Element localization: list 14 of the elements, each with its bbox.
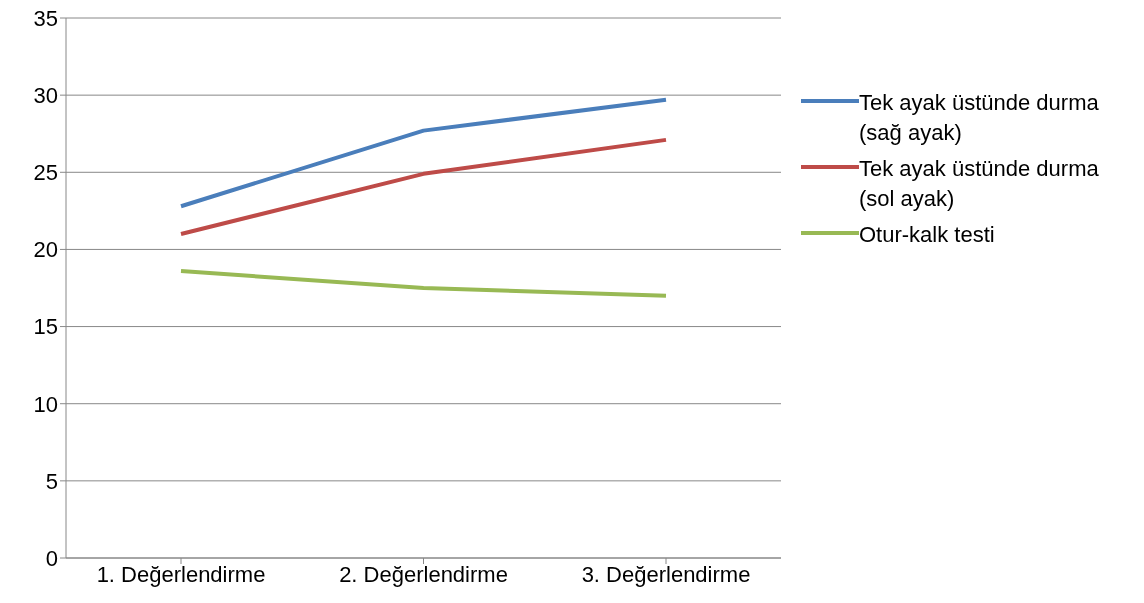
legend-label: Tek ayak üstünde durma (sağ ayak) [859, 89, 1100, 147]
y-tick-label: 20 [33, 237, 58, 263]
y-tick-label: 15 [33, 314, 58, 340]
legend-label: Otur-kalk testi [859, 221, 995, 249]
x-tick-label: 2. Değerlendirme [339, 561, 508, 587]
y-tick-label: 10 [33, 391, 58, 417]
y-tick-label: 30 [33, 82, 58, 108]
y-tick-label: 0 [45, 545, 58, 571]
y-tick-label: 25 [33, 160, 58, 186]
legend-label: Tek ayak üstünde durma (sol ayak) [859, 155, 1100, 213]
x-tick-label: 1. Değerlendirme [96, 561, 266, 587]
x-tick-label: 3. Değerlendirme [581, 561, 751, 587]
y-tick-label: 35 [33, 5, 58, 31]
y-tick-label: 5 [45, 468, 58, 494]
